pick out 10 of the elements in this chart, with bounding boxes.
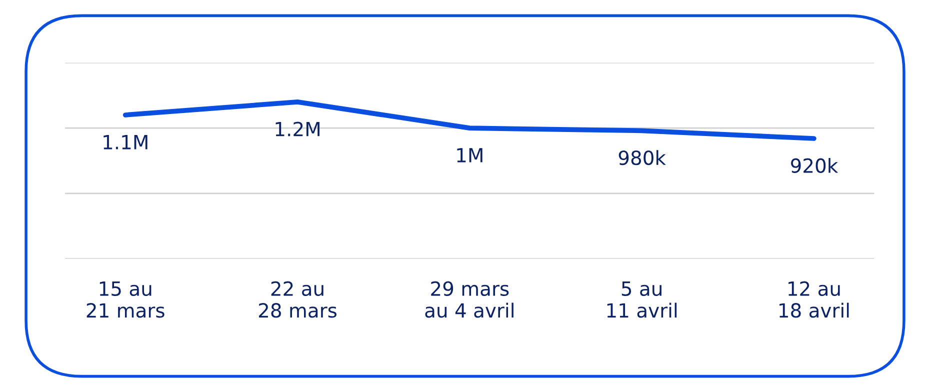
data-label: 980k xyxy=(618,150,666,166)
data-label: 1.2M xyxy=(276,122,320,136)
x-tick-label: 22 au 28 mars xyxy=(258,281,337,318)
x-tick-label: 29 mars au 4 avril xyxy=(425,281,514,318)
data-label: 920k xyxy=(790,158,838,173)
x-tick-label: 12 au 18 avril xyxy=(780,281,849,318)
x-tick-label: 5 au 11 avril xyxy=(607,282,677,318)
data-label: 1.1M xyxy=(104,135,148,150)
x-tick-label: 15 au 21 mars xyxy=(86,282,164,318)
data-label: 1M xyxy=(457,148,482,162)
